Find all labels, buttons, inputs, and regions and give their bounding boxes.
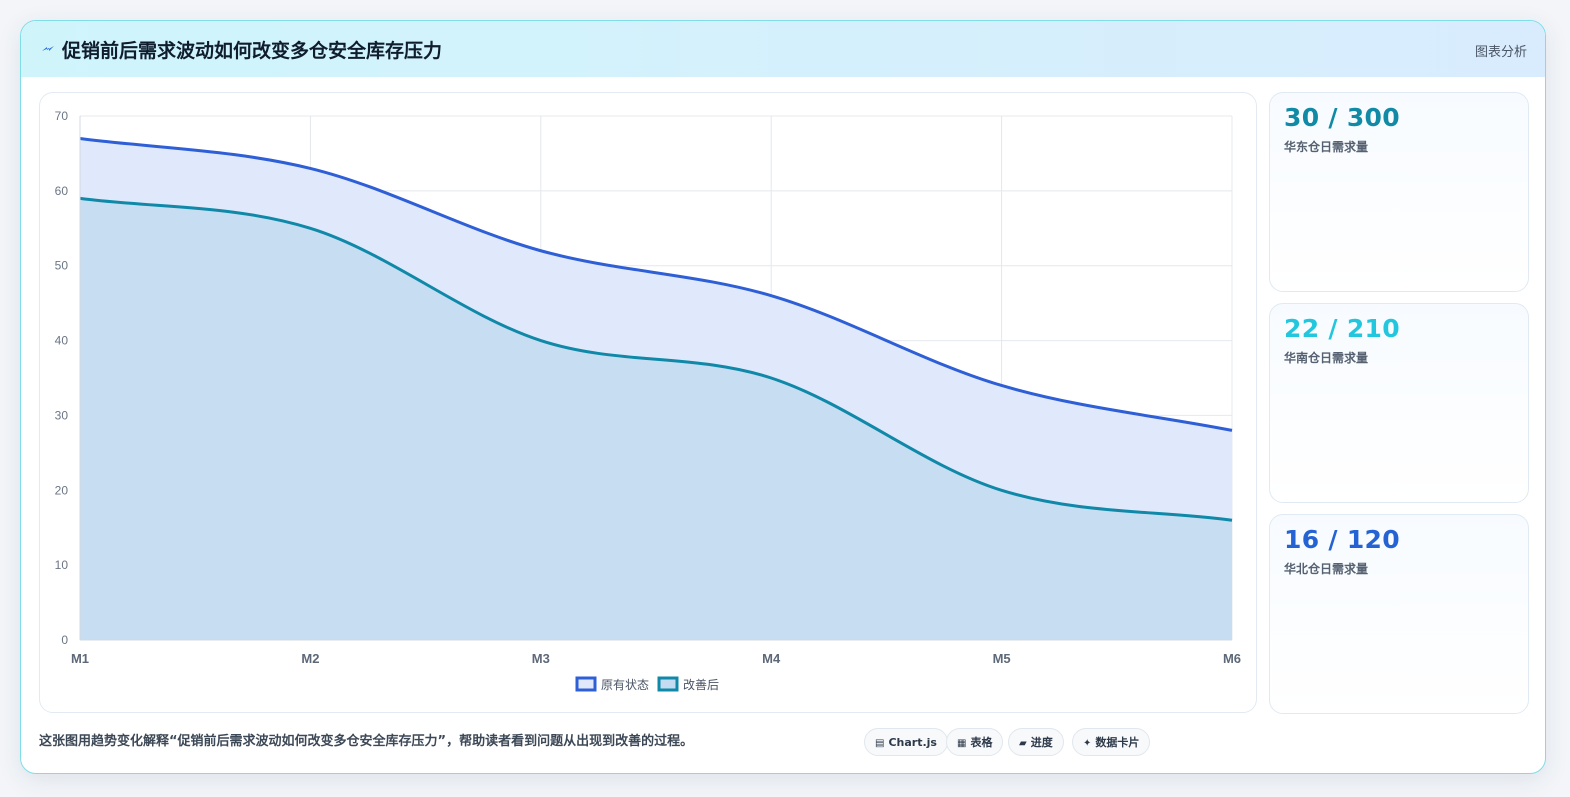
y-tick-label: 50 <box>55 259 69 273</box>
stat-card-north: 16 / 120 华北仓日需求量 <box>1269 514 1529 714</box>
stat-label: 华北仓日需求量 <box>1284 562 1369 576</box>
x-tick-label: M6 <box>1223 651 1241 666</box>
x-tick-label: M4 <box>762 651 781 666</box>
y-tick-label: 30 <box>55 408 69 422</box>
stat-label: 华东仓日需求量 <box>1284 140 1369 154</box>
legend-item: 改善后 <box>657 676 719 692</box>
series-line <box>79 196 1233 522</box>
legend-swatch <box>575 676 597 692</box>
chip-table[interactable]: ▦ 表格 <box>946 728 1004 756</box>
x-tick-label: M1 <box>71 651 89 666</box>
stat-value: 16 / 120 <box>1284 525 1400 554</box>
stat-card-east: 30 / 300 华东仓日需求量 <box>1269 92 1529 292</box>
y-tick-label: 40 <box>55 334 69 348</box>
chip-progress[interactable]: ▰ 进度 <box>1008 728 1064 756</box>
y-tick-label: 70 <box>55 109 69 123</box>
area-chart[interactable]: 0 10 20 30 40 50 60 70 M1 M2 M3 M4 M5 M6 原有状态 改善后 <box>40 93 1258 714</box>
y-tick-label: 0 <box>61 633 68 647</box>
stat-value: 30 / 300 <box>1284 103 1400 132</box>
table-icon: ▦ <box>957 738 967 749</box>
x-tick-label: M3 <box>532 651 550 666</box>
stat-label: 华南仓日需求量 <box>1284 351 1369 365</box>
card-header: 促销前后需求波动如何改变多仓安全库存压力 图表分析 <box>21 21 1545 77</box>
lightning-icon <box>42 46 54 51</box>
sparkle-icon: ✦ <box>1083 738 1092 749</box>
series-line <box>79 136 1233 432</box>
x-tick-label: M5 <box>993 651 1011 666</box>
stat-value: 22 / 210 <box>1284 314 1400 343</box>
chart-icon: ▤ <box>875 738 885 749</box>
y-tick-label: 20 <box>55 483 69 497</box>
chart-title: 促销前后需求波动如何改变多仓安全库存压力 <box>62 40 443 62</box>
chart-container: 0 10 20 30 40 50 60 70 M1 M2 M3 M4 M5 M6 原有状态 改善后 <box>39 92 1257 713</box>
legend-swatch <box>657 676 679 692</box>
legend-item: 原有状态 <box>575 676 649 692</box>
main-card: 促销前后需求波动如何改变多仓安全库存压力 图表分析 0 10 20 30 40 50 60 7… <box>20 20 1546 774</box>
chip-chartjs[interactable]: ▤ Chart.js <box>864 728 948 756</box>
stat-card-south: 22 / 210 华南仓日需求量 <box>1269 303 1529 503</box>
legend-label: 改善后 <box>683 677 719 692</box>
progress-icon: ▰ <box>1019 738 1027 749</box>
series-area <box>80 198 1232 640</box>
chart-description: 这张图用趋势变化解释“促销前后需求波动如何改变多仓安全库存压力”，帮助读者看到问… <box>39 734 694 749</box>
y-tick-label: 10 <box>55 558 69 572</box>
chart-analysis-tag: 图表分析 <box>1474 45 1527 60</box>
legend-label: 原有状态 <box>601 678 649 692</box>
chip-data-cards[interactable]: ✦ 数据卡片 <box>1072 728 1151 756</box>
y-tick-label: 60 <box>55 184 69 198</box>
x-tick-label: M2 <box>301 651 319 666</box>
